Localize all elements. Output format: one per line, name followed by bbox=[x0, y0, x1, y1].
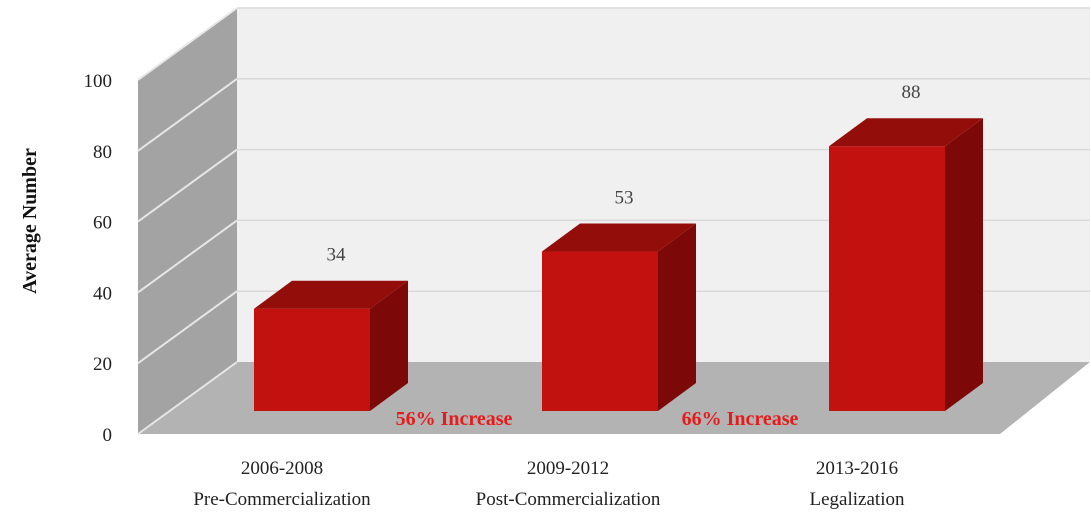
chart-side-wall bbox=[138, 8, 237, 434]
bar-front bbox=[829, 146, 945, 411]
y-axis-ticks: 0 20 40 60 80 100 bbox=[84, 71, 113, 446]
x-category-period: 2006-2008 bbox=[241, 458, 323, 479]
x-category-label: Post-Commercialization bbox=[476, 489, 661, 510]
x-category-label: Legalization bbox=[810, 489, 905, 510]
gridline bbox=[137, 7, 238, 81]
increase-annotation: 66% Increase bbox=[682, 408, 799, 430]
y-tick-label: 60 bbox=[93, 213, 112, 234]
bar-value-label: 34 bbox=[327, 245, 347, 266]
increase-annotation: 56% Increase bbox=[396, 408, 513, 430]
bar-front bbox=[254, 308, 370, 411]
data-labels: 34 53 88 bbox=[327, 82, 921, 265]
y-axis-label: Average Number bbox=[19, 148, 41, 294]
x-category-period: 2013-2016 bbox=[816, 458, 898, 479]
x-category-label: Pre-Commercialization bbox=[193, 489, 371, 510]
annotations: 56% Increase 66% Increase bbox=[396, 408, 799, 430]
gridline bbox=[137, 361, 238, 435]
gridline bbox=[137, 77, 238, 152]
gridline bbox=[137, 290, 238, 365]
y-tick-label: 0 bbox=[103, 425, 113, 446]
bars bbox=[254, 118, 983, 411]
bar-side bbox=[658, 223, 696, 411]
y-tick-label: 40 bbox=[93, 283, 112, 304]
x-axis-categories: 2006-2008 Pre-Commercialization 2009-2012 P… bbox=[193, 458, 905, 510]
bar-top bbox=[829, 118, 983, 147]
bar bbox=[829, 118, 983, 411]
y-tick-label: 80 bbox=[93, 142, 112, 163]
bar bbox=[542, 223, 696, 411]
bar-front bbox=[542, 251, 658, 411]
gridline bbox=[137, 148, 238, 223]
bar-side bbox=[945, 118, 983, 411]
bar-value-label: 88 bbox=[902, 82, 921, 103]
y-tick-label: 20 bbox=[93, 354, 112, 375]
bar bbox=[254, 280, 408, 411]
gridline bbox=[137, 219, 238, 294]
bar-value-label: 53 bbox=[615, 188, 634, 209]
bar-side bbox=[370, 280, 408, 411]
x-category-period: 2009-2012 bbox=[527, 458, 609, 479]
bar-top bbox=[254, 280, 408, 309]
bar-top bbox=[542, 223, 696, 252]
y-tick-label: 100 bbox=[84, 71, 113, 92]
